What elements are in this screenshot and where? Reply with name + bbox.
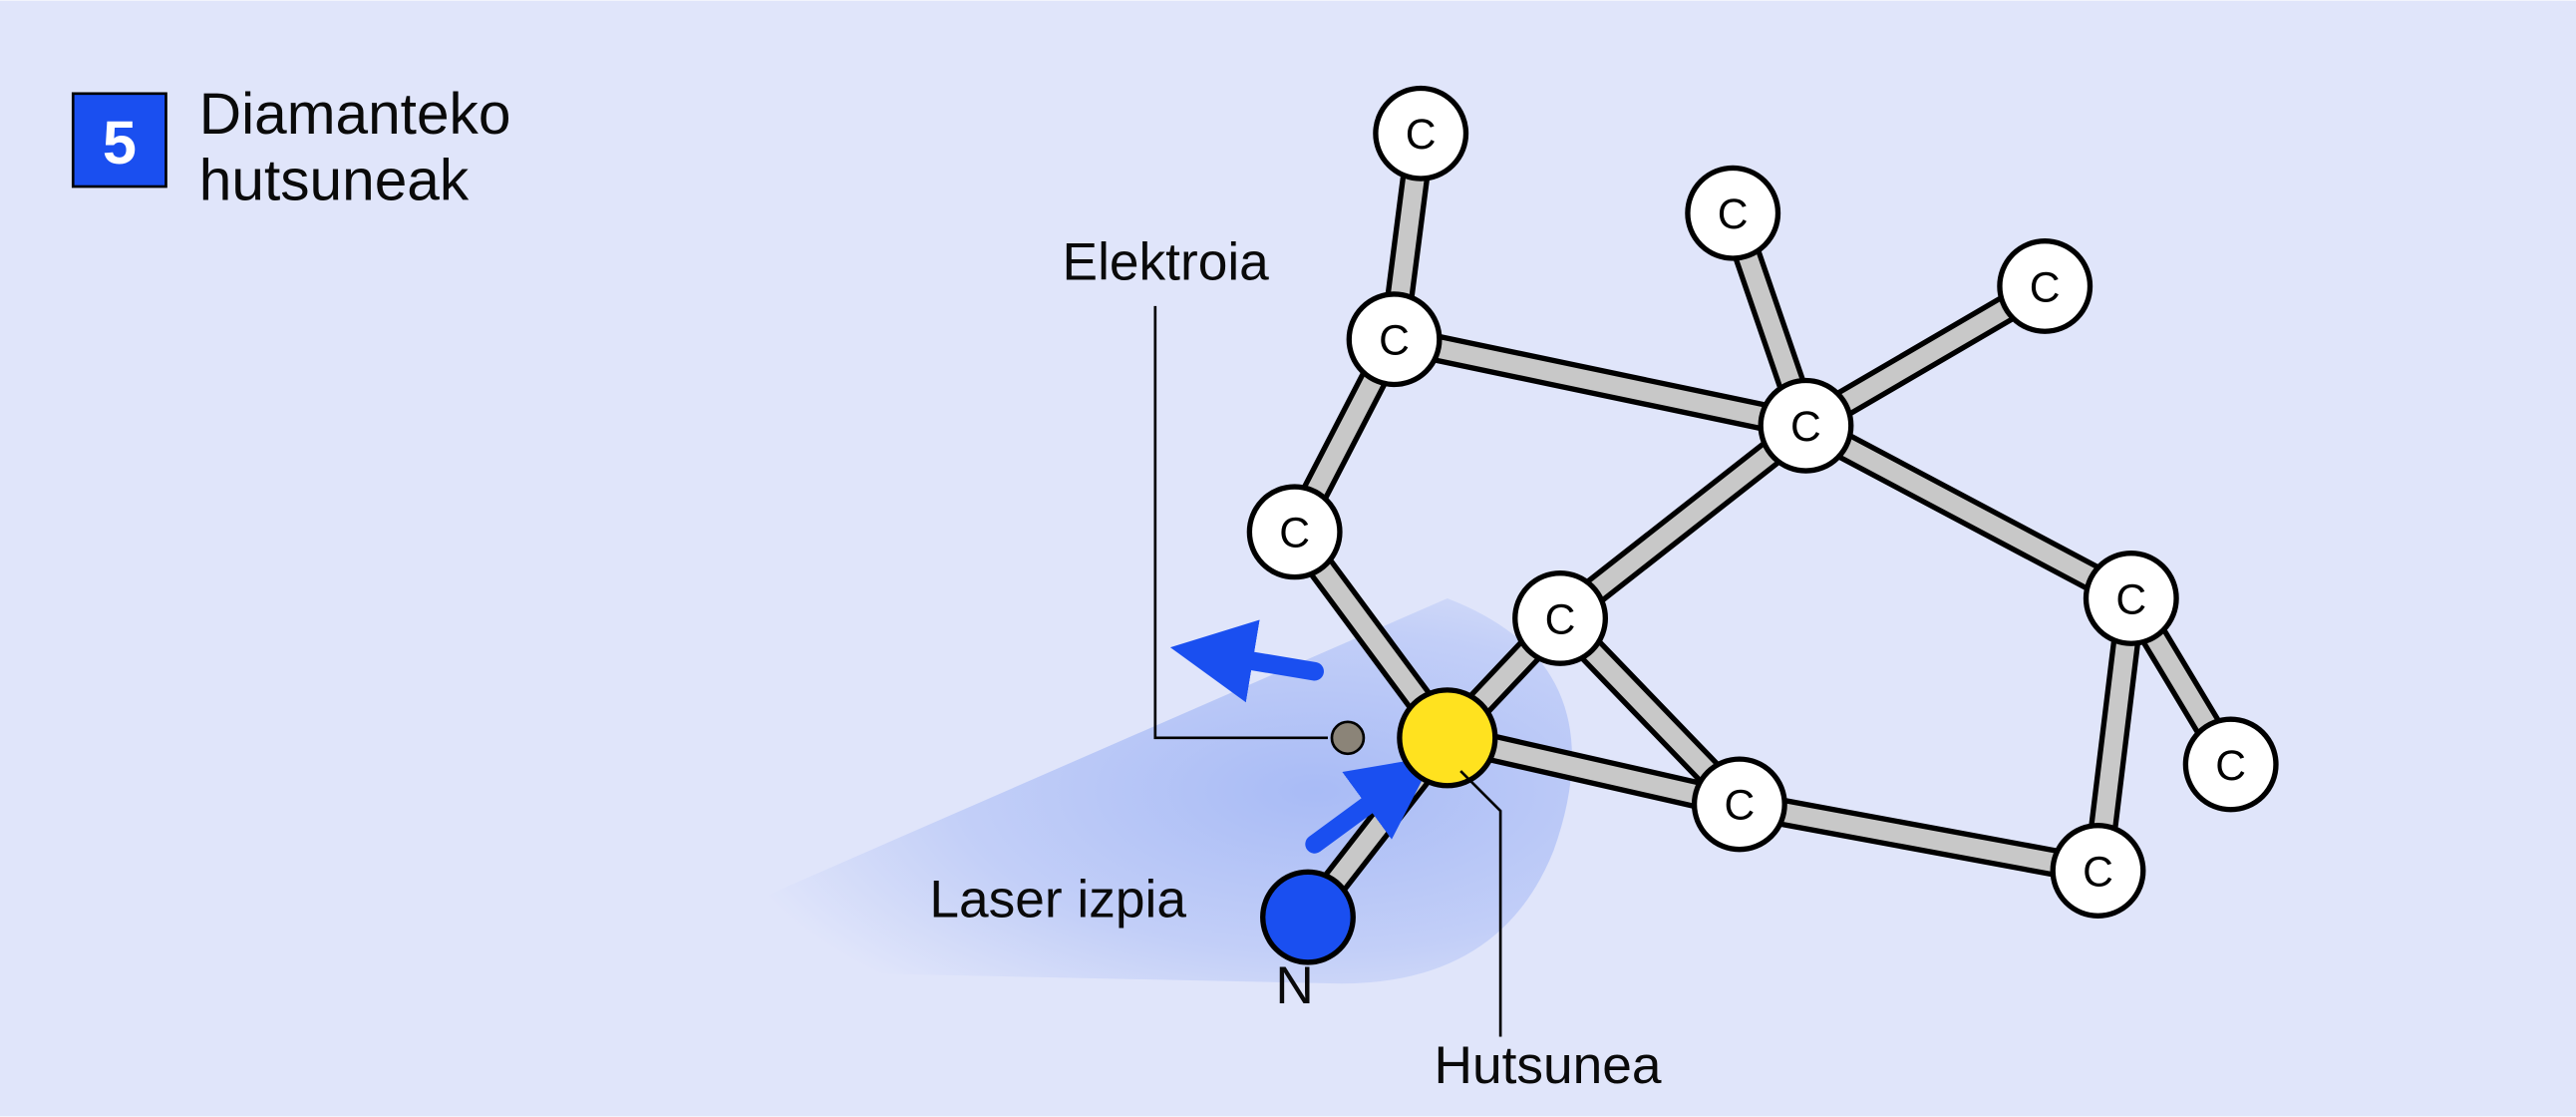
- title-line-1: Diamanteko: [199, 82, 511, 147]
- electron-dot: [1332, 722, 1364, 754]
- vacancy-atom: [1400, 690, 1495, 786]
- label-nitrogen: N: [1275, 956, 1313, 1015]
- label-laser: Laser izpia: [929, 871, 1186, 930]
- carbon-atom-label: C: [1718, 190, 1749, 238]
- panel-number: 5: [103, 109, 137, 177]
- label-vacancy: Hutsunea: [1435, 1036, 1662, 1095]
- nitrogen-atom: [1263, 872, 1354, 962]
- diagram-canvas: 5 Diamanteko hutsuneak C C C C C C C C C C C Elekt…: [0, 0, 2576, 1117]
- title-line-2: hutsuneak: [199, 148, 470, 212]
- carbon-atom-label: C: [1279, 510, 1310, 558]
- carbon-atom-label: C: [1379, 317, 1410, 365]
- carbon-atom-label: C: [1406, 111, 1437, 159]
- carbon-atom-label: C: [2083, 848, 2113, 896]
- carbon-atom-label: C: [1724, 782, 1755, 830]
- carbon-atom-label: C: [2030, 263, 2061, 311]
- carbon-atom-label: C: [2115, 575, 2146, 623]
- carbon-atom-label: C: [1790, 403, 1821, 451]
- carbon-atom-label: C: [2215, 742, 2246, 790]
- label-electron: Elektroia: [1063, 232, 1270, 291]
- carbon-atom-label: C: [1545, 595, 1576, 643]
